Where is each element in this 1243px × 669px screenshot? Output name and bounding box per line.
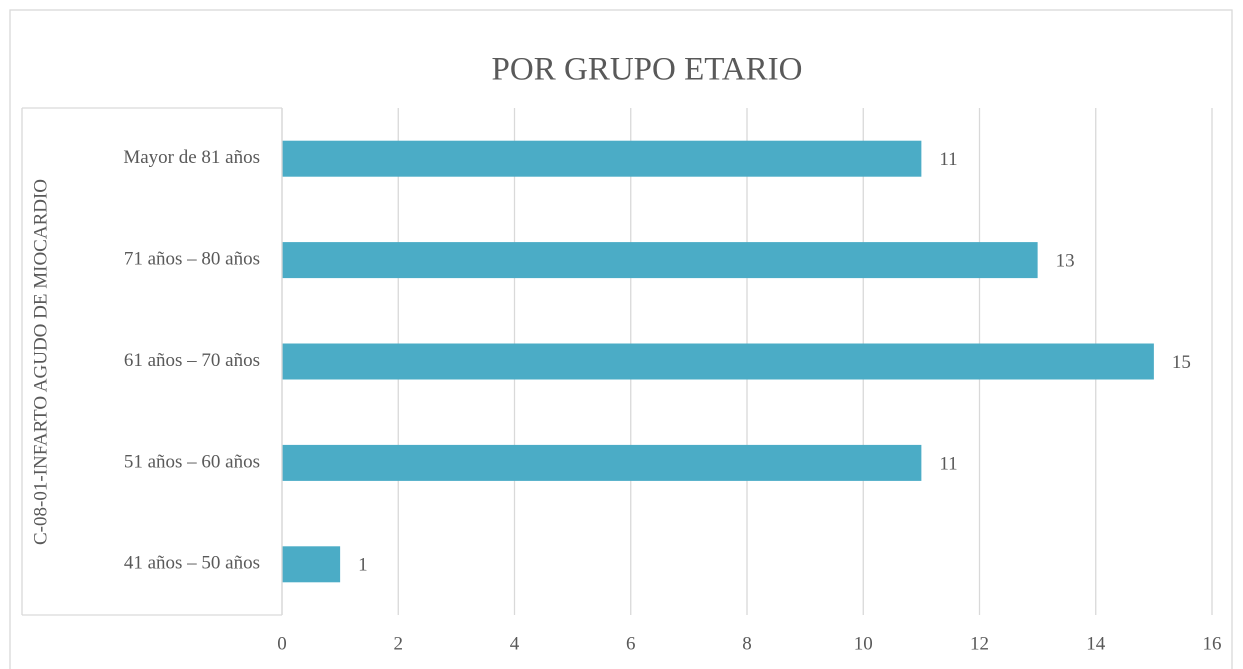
bar — [282, 242, 1038, 279]
bar — [282, 444, 922, 481]
y-tick-label: 41 años – 50 años — [124, 553, 260, 574]
x-tick-label: 2 — [394, 633, 404, 654]
data-label: 13 — [1056, 250, 1075, 271]
chart-border — [9, 9, 1233, 669]
y-tick-label: Mayor de 81 años — [123, 147, 260, 168]
y-tick-label: 71 años – 80 años — [124, 248, 260, 269]
bar — [282, 140, 922, 177]
y-tick-label: 51 años – 60 años — [124, 451, 260, 472]
chart-title: POR GRUPO ETARIO — [492, 52, 803, 88]
x-tick-label: 16 — [1203, 633, 1222, 654]
bar — [282, 546, 341, 583]
x-tick-label: 6 — [626, 633, 636, 654]
x-tick-label: 10 — [854, 633, 873, 654]
x-tick-label: 14 — [1086, 633, 1106, 654]
x-tick-label: 12 — [970, 633, 989, 654]
category-group-label: C-08-01-INFARTO AGUDO DE MIOCARDIO — [30, 179, 51, 545]
data-label: 11 — [939, 149, 957, 170]
data-label: 11 — [939, 453, 957, 474]
x-tick-label: 4 — [510, 633, 520, 654]
data-label: 15 — [1172, 352, 1191, 373]
y-tick-label: 61 años – 70 años — [124, 350, 260, 371]
bar — [282, 343, 1154, 380]
x-tick-label: 0 — [277, 633, 287, 654]
data-label: 1 — [358, 555, 368, 576]
x-tick-label: 8 — [742, 633, 752, 654]
